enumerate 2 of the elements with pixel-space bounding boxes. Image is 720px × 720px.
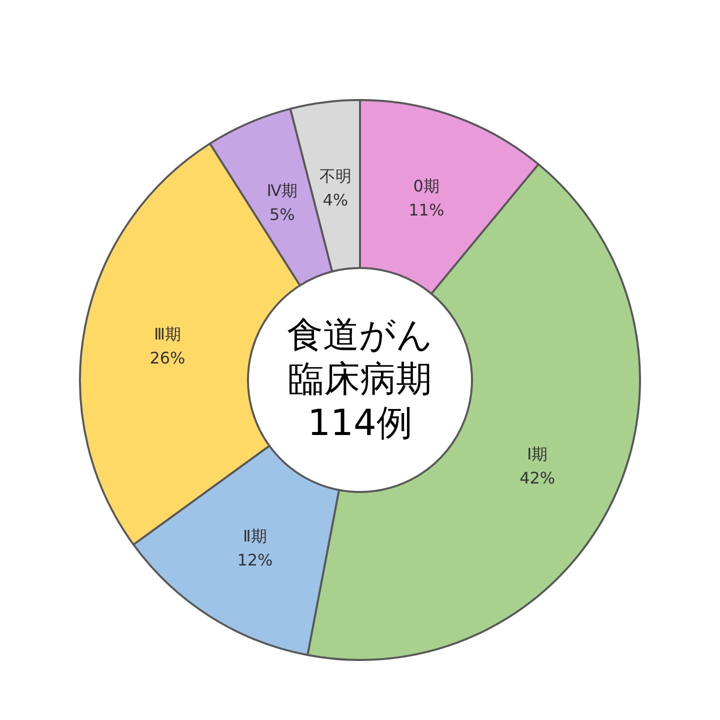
text: 食道がん臨床病期 (286, 314, 434, 402)
text: 114例 (308, 402, 412, 446)
